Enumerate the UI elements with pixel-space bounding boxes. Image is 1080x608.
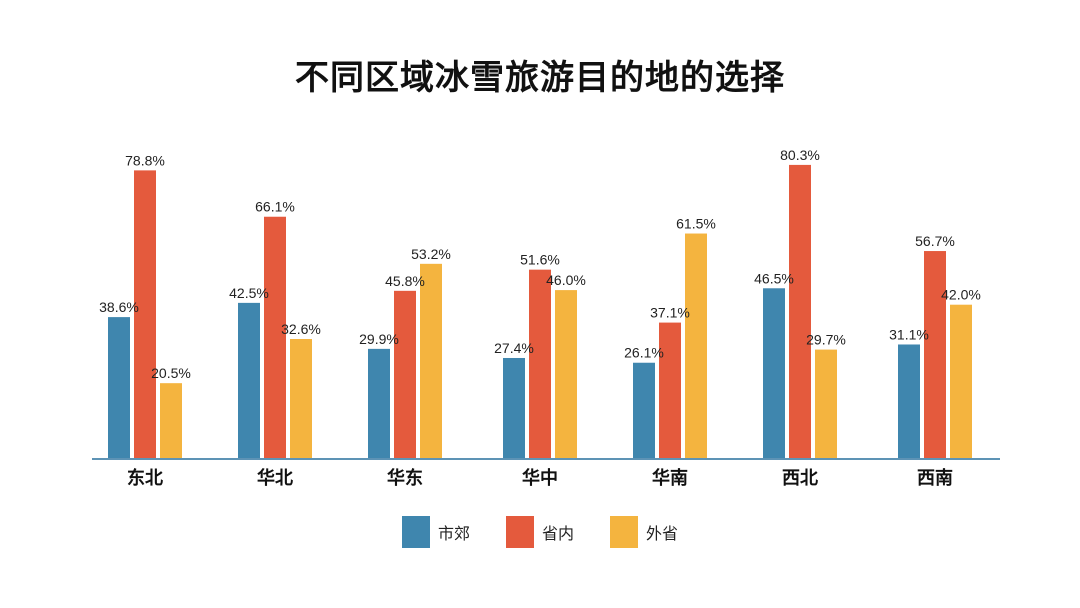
data-label-华中-series-2: 46.0%	[546, 272, 586, 288]
x-tick-labels: 东北 华北 华东 华中 华南 西北 西南	[127, 467, 953, 489]
bar-东北-series-2	[160, 383, 182, 458]
data-label-华北-series-2: 32.6%	[281, 321, 321, 337]
data-label-西北-series-0: 46.5%	[754, 270, 794, 286]
data-label-华东-series-2: 53.2%	[411, 246, 451, 262]
chart-title: 不同区域冰雪旅游目的地的选择	[295, 58, 785, 98]
legend-swatch-series-1	[505, 516, 534, 548]
bar-华东-series-2	[420, 263, 442, 458]
data-label-东北-series-1: 78.8%	[125, 152, 165, 168]
legend-swatch-series-2	[610, 516, 638, 548]
bar-华中-series-0	[503, 357, 525, 458]
bar-华中-series-1	[529, 269, 551, 458]
legend-item-series-0: 市郊	[401, 516, 470, 548]
bar-华北-series-1	[264, 216, 286, 458]
bar-华北-series-2	[290, 339, 312, 458]
legend-label-series-0: 市郊	[437, 524, 470, 543]
bar-华中-series-2	[555, 290, 577, 458]
data-label-华东-series-1: 45.8%	[385, 273, 425, 289]
data-label-华北-series-0: 42.5%	[229, 285, 269, 301]
bar-西北-series-2	[815, 349, 837, 458]
data-label-华南-series-1: 37.1%	[650, 305, 690, 321]
data-label-东北-series-2: 20.5%	[151, 365, 191, 381]
x-tick-label-3: 华中	[522, 467, 558, 489]
x-tick-label-1: 华北	[257, 467, 293, 489]
legend-swatch-series-0	[401, 516, 430, 548]
data-label-华南-series-0: 26.1%	[624, 345, 664, 361]
data-label-西南-series-2: 42.0%	[941, 287, 981, 303]
bar-华南-series-0	[633, 362, 655, 458]
x-tick-label-6: 西南	[917, 467, 953, 489]
legend-label-series-1: 省内	[541, 524, 574, 543]
x-tick-label-5: 西北	[782, 468, 818, 489]
x-tick-label-0: 东北	[127, 467, 163, 489]
x-tick-label-4: 华南	[652, 467, 688, 489]
bar-华东-series-1	[394, 290, 416, 458]
data-label-东北-series-0: 38.6%	[99, 299, 139, 315]
data-label-华北-series-1: 66.1%	[255, 199, 295, 215]
data-label-华南-series-2: 61.5%	[676, 216, 716, 232]
bars-layer	[108, 164, 972, 458]
data-label-西南-series-0: 31.1%	[889, 326, 929, 342]
bar-西北-series-1	[789, 164, 811, 458]
bar-东北-series-0	[108, 317, 130, 458]
data-label-华中-series-0: 27.4%	[494, 340, 534, 356]
legend: 市郊 省内 外省	[0, 516, 1080, 548]
data-label-西北-series-1: 80.3%	[780, 147, 820, 163]
legend-item-series-1: 省内	[505, 516, 574, 548]
bar-华北-series-0	[238, 302, 260, 458]
legend-label-series-2: 外省	[646, 524, 679, 543]
data-label-华东-series-0: 29.9%	[359, 331, 399, 347]
data-label-西北-series-2: 29.7%	[806, 332, 846, 348]
labels-layer: 38.6% 78.8% 20.5% 42.5% 66.1% 32.6% 29.9% 45.8%…	[99, 147, 981, 381]
bar-西南-series-1	[924, 251, 946, 458]
data-label-华中-series-1: 51.6%	[520, 252, 560, 268]
bar-西南-series-0	[898, 344, 920, 458]
bar-华南-series-2	[685, 233, 707, 458]
bar-华东-series-0	[368, 348, 390, 458]
x-tick-label-2: 华东	[387, 467, 423, 489]
bar-西南-series-2	[950, 304, 972, 458]
bar-华南-series-1	[659, 322, 681, 458]
data-label-西南-series-1: 56.7%	[915, 233, 955, 249]
bar-西北-series-0	[763, 288, 785, 458]
legend-item-series-2: 外省	[610, 516, 678, 548]
bar-东北-series-1	[134, 170, 156, 458]
